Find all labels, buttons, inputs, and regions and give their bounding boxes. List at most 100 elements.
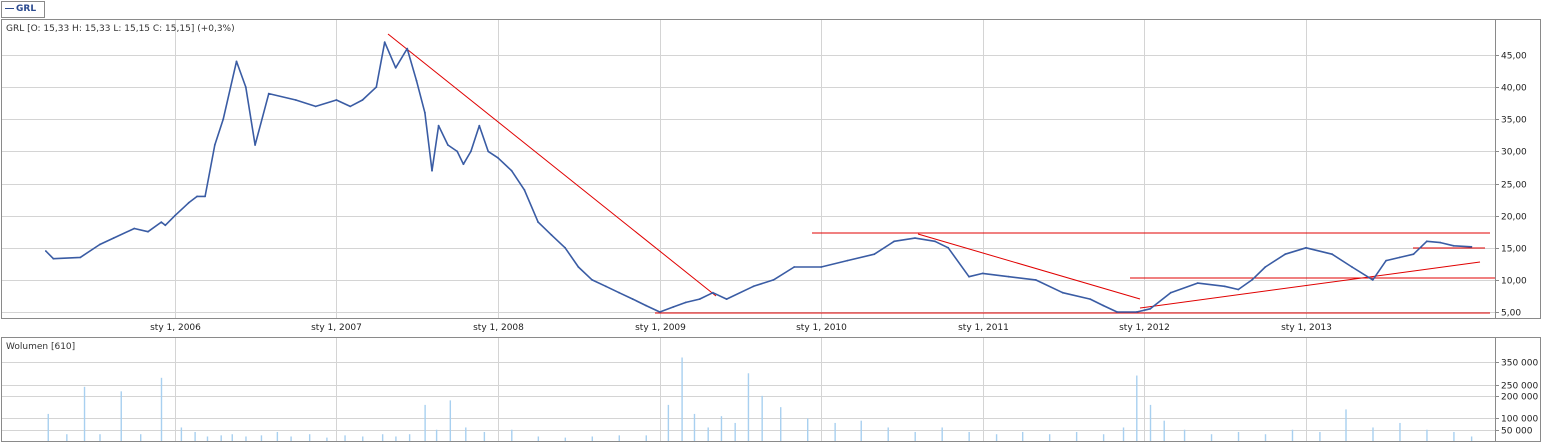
volume-bar (449, 400, 452, 441)
volume-bar (693, 413, 696, 441)
volume-bar (780, 407, 782, 441)
price-point (685, 301, 687, 304)
price-point (424, 111, 426, 114)
price-point (431, 169, 433, 172)
volume-bar (83, 386, 86, 441)
price-point (968, 275, 970, 278)
price-point (213, 144, 216, 146)
price-point (79, 256, 82, 259)
price-point (658, 311, 661, 313)
price-point (1061, 291, 1064, 294)
price-point (44, 250, 47, 252)
price-point (947, 246, 950, 249)
volume-bar (160, 377, 163, 441)
price-point (160, 221, 163, 224)
price-point (335, 99, 338, 101)
price-point (981, 272, 984, 275)
price-point (314, 105, 317, 108)
price-point (1237, 288, 1240, 291)
price-point (618, 291, 620, 294)
price-point (1196, 282, 1199, 284)
volume-bar (99, 434, 101, 441)
legend-tab[interactable]: GRL (1, 1, 45, 18)
price-point (893, 240, 896, 243)
volume-bar (1163, 420, 1165, 441)
price-point (1284, 253, 1287, 256)
volume-bar (1102, 434, 1105, 441)
price-point (294, 99, 297, 101)
price-point (820, 266, 823, 268)
volume-bar (747, 373, 750, 441)
volume-y-tick-label: 50 000 (1501, 427, 1533, 437)
price-x-tick-label: sty 1, 2007 (311, 323, 362, 333)
price-point (1452, 244, 1455, 247)
price-point (698, 298, 701, 300)
price-point (497, 156, 499, 159)
price-point (631, 298, 634, 300)
price-point (164, 224, 167, 227)
volume-bar (1136, 375, 1138, 441)
price-point (147, 230, 149, 233)
price-y-tick-label: 35,00 (1501, 116, 1527, 126)
volume-bar (180, 427, 183, 441)
volume-bar (483, 431, 486, 441)
price-x-tick-label: sty 1, 2008 (473, 323, 524, 333)
price-point (564, 246, 566, 249)
price-y-tick-label: 40,00 (1501, 84, 1527, 94)
volume-bar (1237, 431, 1240, 441)
volume-bar (395, 436, 397, 441)
volume-bar (194, 431, 196, 441)
price-point (537, 221, 539, 224)
price-x-tick-label: sty 1, 2009 (635, 323, 686, 333)
price-point (1116, 311, 1118, 313)
volume-panel-title: Wolumen [610] (6, 342, 75, 352)
volume-bar (47, 413, 49, 441)
volume-bar (860, 420, 862, 441)
volume-bar (720, 416, 723, 441)
volume-bar (435, 429, 438, 441)
price-point (510, 169, 513, 172)
volume-bar (1319, 431, 1321, 441)
volume-bar (618, 435, 620, 441)
price-point (846, 259, 849, 262)
price-point (112, 237, 115, 240)
volume-bar (995, 434, 998, 441)
volume-bar (424, 404, 426, 441)
price-point (752, 285, 755, 288)
price-series (44, 41, 1473, 313)
trend-line (387, 33, 717, 297)
volume-bar (381, 434, 384, 441)
volume-bar (734, 422, 736, 441)
price-point (1034, 279, 1037, 281)
price-point (187, 201, 190, 204)
price-point (267, 92, 270, 95)
volume-bar (834, 422, 836, 441)
price-x-tick-label: sty 1, 2012 (1119, 323, 1170, 333)
volume-bar (1291, 429, 1294, 441)
volume-bar (362, 436, 364, 441)
price-panel-title: GRL [O: 15,33 H: 15,33 L: 15,15 C: 15,15… (6, 24, 235, 34)
volume-bar (1021, 431, 1024, 441)
price-point (1439, 241, 1442, 244)
price-point (725, 298, 728, 300)
volume-bar (968, 431, 970, 441)
price-point (406, 47, 409, 50)
price-point (470, 150, 472, 153)
price-point (523, 189, 526, 191)
volume-bar (1264, 434, 1267, 441)
price-point (1385, 259, 1387, 262)
price-x-axis: sty 1, 2006 sty 1, 2007 sty 1, 2008 sty 1, … (150, 323, 1332, 333)
price-y-tick-label: 25,00 (1501, 181, 1527, 191)
volume-bar (139, 434, 142, 441)
volume-bar (887, 427, 889, 441)
price-point (349, 105, 352, 108)
volume-bar (645, 435, 647, 441)
volume-bar (1470, 436, 1473, 441)
volume-bars (47, 357, 1473, 441)
price-y-tick-label: 10,00 (1501, 277, 1527, 287)
volume-y-tick-label: 350 000 (1501, 359, 1538, 369)
volume-bar (1453, 431, 1455, 441)
price-panel-frame (1, 19, 1541, 319)
